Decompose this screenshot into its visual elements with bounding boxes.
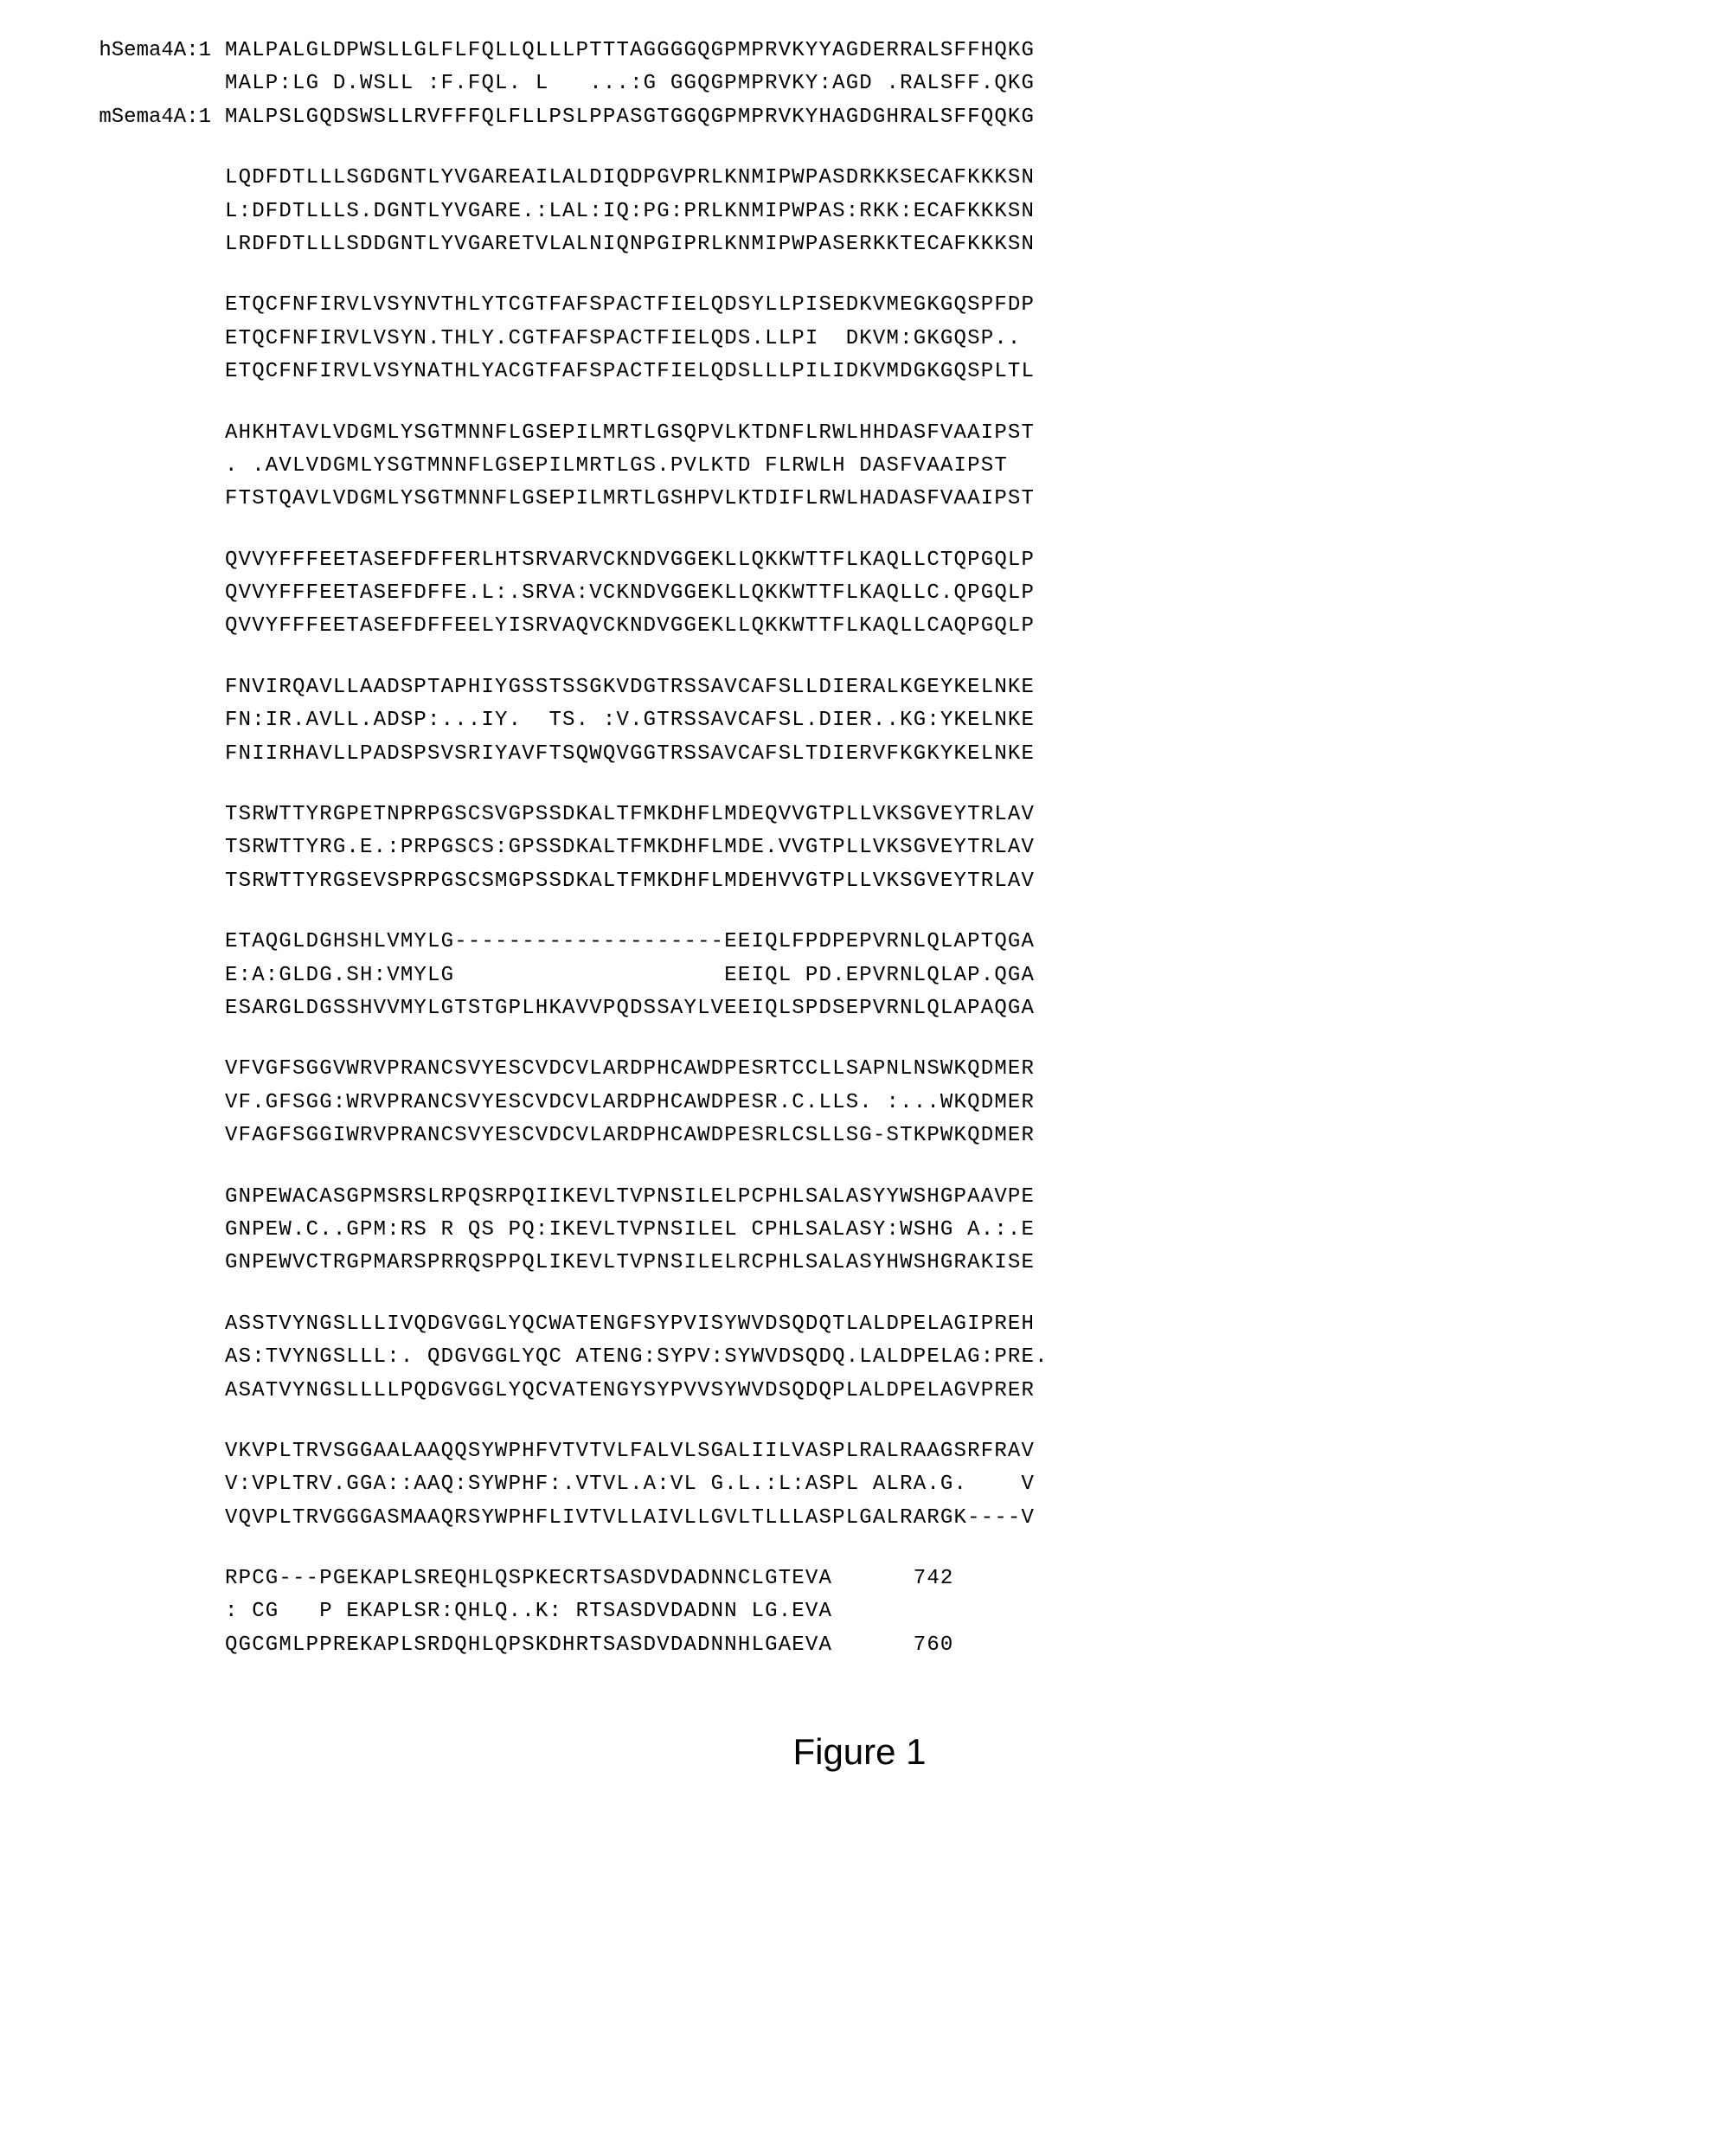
alignment-blocks-container: hSema4A:1MALPALGLDPWSLLGLFLFQLLQLLLPTTTA… <box>52 35 1667 1662</box>
sequence-content: GNPEWACASGPMSRSLRPQSRPQIIKEVLTVPNSILELPC… <box>225 1181 1035 1214</box>
sequence-block: AHKHTAVLVDGMLYSGTMNNFLGSEPILMRTLGSQPVLKT… <box>52 417 1667 517</box>
sequence-content: . .AVLVDGMLYSGTMNNFLGSEPILMRTLGS.PVLKTD … <box>225 450 1008 483</box>
sequence-row: VFAGFSGGIWRVPRANCSVYESCVDCVLARDPHCAWDPES… <box>52 1120 1667 1152</box>
sequence-row: : CG P EKAPLSR:QHLQ..K: RTSASDVDADNN LG.… <box>52 1595 1667 1628</box>
sequence-content: FTSTQAVLVDGMLYSGTMNNFLGSEPILMRTLGSHPVLKT… <box>225 483 1035 516</box>
sequence-row: . .AVLVDGMLYSGTMNNFLGSEPILMRTLGS.PVLKTD … <box>52 450 1667 483</box>
sequence-block: VFVGFSGGVWRVPRANCSVYESCVDCVLARDPHCAWDPES… <box>52 1053 1667 1152</box>
sequence-alignment-figure: hSema4A:1MALPALGLDPWSLLGLFLFQLLQLLLPTTTA… <box>52 35 1667 1773</box>
sequence-content: QVVYFFFEETASEFDFFEELYISRVAQVCKNDVGGEKLLQ… <box>225 610 1035 643</box>
sequence-content: GNPEWVCTRGPMARSPRRQSPPQLIKEVLTVPNSILELRC… <box>225 1247 1035 1280</box>
sequence-content: QGCGMLPPREKAPLSRDQHLQPSKDHRTSASDVDADNNHL… <box>225 1629 954 1662</box>
sequence-content: VQVPLTRVGGGASMAAQRSYWPHFLIVTVLLAIVLLGVLT… <box>225 1502 1035 1535</box>
sequence-block: VKVPLTRVSGGAALAAQQSYWPHFVTVTVLFALVLSGALI… <box>52 1435 1667 1535</box>
sequence-row: V:VPLTRV.GGA::AAQ:SYWPHF:.VTVL.A:VL G.L.… <box>52 1468 1667 1501</box>
sequence-content: TSRWTTYRGSEVSPRPGSCSMGPSSDKALTFMKDHFLMDE… <box>225 865 1035 898</box>
sequence-row: RPCG---PGEKAPLSREQHLQSPKECRTSASDVDADNNCL… <box>52 1562 1667 1595</box>
sequence-row: QVVYFFFEETASEFDFFE.L:.SRVA:VCKNDVGGEKLLQ… <box>52 577 1667 610</box>
sequence-row: mSema4A:1MALPSLGQDSWSLLRVFFFQLFLLPSLPPAS… <box>52 101 1667 134</box>
sequence-row: ASATVYNGSLLLLPQDGVGGLYQCVATENGYSYPVVSYWV… <box>52 1375 1667 1408</box>
sequence-row: ESARGLDGSSHVVMYLGTSTGPLHKAVVPQDSSAYLVEEI… <box>52 992 1667 1025</box>
sequence-content: MALPALGLDPWSLLGLFLFQLLQLLLPTTTAGGGGQGPMP… <box>225 35 1035 67</box>
sequence-row: TSRWTTYRG.E.:PRPGSCS:GPSSDKALTFMKDHFLMDE… <box>52 831 1667 864</box>
sequence-row: GNPEWVCTRGPMARSPRRQSPPQLIKEVLTVPNSILELRC… <box>52 1247 1667 1280</box>
sequence-content: LRDFDTLLLSDDGNTLYVGARETVLALNIQNPGIPRLKNM… <box>225 228 1035 261</box>
sequence-row: ASSTVYNGSLLLIVQDGVGGLYQCWATENGFSYPVISYWV… <box>52 1308 1667 1341</box>
sequence-row: MALP:LG D.WSLL :F.FQL. L ...:G GGQGPMPRV… <box>52 67 1667 100</box>
sequence-content: LQDFDTLLLSGDGNTLYVGAREAILALDIQDPGVPRLKNM… <box>225 162 1035 195</box>
sequence-row: L:DFDTLLLS.DGNTLYVGARE.:LAL:IQ:PG:PRLKNM… <box>52 196 1667 228</box>
sequence-row: FTSTQAVLVDGMLYSGTMNNFLGSEPILMRTLGSHPVLKT… <box>52 483 1667 516</box>
sequence-row: TSRWTTYRGSEVSPRPGSCSMGPSSDKALTFMKDHFLMDE… <box>52 865 1667 898</box>
sequence-content: VFAGFSGGIWRVPRANCSVYESCVDCVLARDPHCAWDPES… <box>225 1120 1035 1152</box>
sequence-block: ETQCFNFIRVLVSYNVTHLYTCGTFAFSPACTFIELQDSY… <box>52 289 1667 388</box>
sequence-content: V:VPLTRV.GGA::AAQ:SYWPHF:.VTVL.A:VL G.L.… <box>225 1468 1035 1501</box>
sequence-row: QVVYFFFEETASEFDFFEELYISRVAQVCKNDVGGEKLLQ… <box>52 610 1667 643</box>
sequence-label: mSema4A:1 <box>52 101 225 134</box>
sequence-content: AS:TVYNGSLLL:. QDGVGGLYQC ATENG:SYPV:SYW… <box>225 1341 1049 1374</box>
sequence-content: TSRWTTYRG.E.:PRPGSCS:GPSSDKALTFMKDHFLMDE… <box>225 831 1035 864</box>
sequence-label: hSema4A:1 <box>52 35 225 67</box>
sequence-row: QVVYFFFEETASEFDFFERLHTSRVARVCKNDVGGEKLLQ… <box>52 544 1667 577</box>
sequence-block: TSRWTTYRGPETNPRPGSCSVGPSSDKALTFMKDHFLMDE… <box>52 799 1667 898</box>
sequence-content: GNPEW.C..GPM:RS R QS PQ:IKEVLTVPNSILEL C… <box>225 1214 1035 1247</box>
sequence-content: ETAQGLDGHSHLVMYLG--------------------EEI… <box>225 926 1035 959</box>
sequence-block: ASSTVYNGSLLLIVQDGVGGLYQCWATENGFSYPVISYWV… <box>52 1308 1667 1408</box>
sequence-row: FN:IR.AVLL.ADSP:...IY. TS. :V.GTRSSAVCAF… <box>52 704 1667 737</box>
sequence-content: E:A:GLDG.SH:VMYLG EEIQL PD.EPVRNLQLAP.QG… <box>225 959 1035 992</box>
sequence-block: LQDFDTLLLSGDGNTLYVGAREAILALDIQDPGVPRLKNM… <box>52 162 1667 261</box>
sequence-content: QVVYFFFEETASEFDFFE.L:.SRVA:VCKNDVGGEKLLQ… <box>225 577 1035 610</box>
sequence-content: ASATVYNGSLLLLPQDGVGGLYQCVATENGYSYPVVSYWV… <box>225 1375 1035 1408</box>
sequence-row: QGCGMLPPREKAPLSRDQHLQPSKDHRTSASDVDADNNHL… <box>52 1629 1667 1662</box>
sequence-content: AHKHTAVLVDGMLYSGTMNNFLGSEPILMRTLGSQPVLKT… <box>225 417 1035 450</box>
sequence-row: hSema4A:1MALPALGLDPWSLLGLFLFQLLQLLLPTTTA… <box>52 35 1667 67</box>
sequence-content: ETQCFNFIRVLVSYNVTHLYTCGTFAFSPACTFIELQDSY… <box>225 289 1035 322</box>
sequence-block: GNPEWACASGPMSRSLRPQSRPQIIKEVLTVPNSILELPC… <box>52 1181 1667 1280</box>
sequence-block: ETAQGLDGHSHLVMYLG--------------------EEI… <box>52 926 1667 1025</box>
sequence-block: FNVIRQAVLLAADSPTAPHIYGSSTSSGKVDGTRSSAVCA… <box>52 671 1667 771</box>
sequence-content: FNIIRHAVLLPADSPSVSRIYAVFTSQWQVGGTRSSAVCA… <box>225 738 1035 771</box>
sequence-content: FN:IR.AVLL.ADSP:...IY. TS. :V.GTRSSAVCAF… <box>225 704 1035 737</box>
sequence-row: ETQCFNFIRVLVSYNATHLYACGTFAFSPACTFIELQDSL… <box>52 356 1667 388</box>
sequence-row: GNPEW.C..GPM:RS R QS PQ:IKEVLTVPNSILEL C… <box>52 1214 1667 1247</box>
sequence-row: FNVIRQAVLLAADSPTAPHIYGSSTSSGKVDGTRSSAVCA… <box>52 671 1667 704</box>
sequence-row: LQDFDTLLLSGDGNTLYVGAREAILALDIQDPGVPRLKNM… <box>52 162 1667 195</box>
sequence-content: RPCG---PGEKAPLSREQHLQSPKECRTSASDVDADNNCL… <box>225 1562 954 1595</box>
sequence-row: VFVGFSGGVWRVPRANCSVYESCVDCVLARDPHCAWDPES… <box>52 1053 1667 1086</box>
sequence-row: TSRWTTYRGPETNPRPGSCSVGPSSDKALTFMKDHFLMDE… <box>52 799 1667 831</box>
sequence-content: TSRWTTYRGPETNPRPGSCSVGPSSDKALTFMKDHFLMDE… <box>225 799 1035 831</box>
sequence-content: ETQCFNFIRVLVSYNATHLYACGTFAFSPACTFIELQDSL… <box>225 356 1035 388</box>
sequence-content: QVVYFFFEETASEFDFFERLHTSRVARVCKNDVGGEKLLQ… <box>225 544 1035 577</box>
sequence-row: VQVPLTRVGGGASMAAQRSYWPHFLIVTVLLAIVLLGVLT… <box>52 1502 1667 1535</box>
sequence-content: ASSTVYNGSLLLIVQDGVGGLYQCWATENGFSYPVISYWV… <box>225 1308 1035 1341</box>
sequence-content: : CG P EKAPLSR:QHLQ..K: RTSASDVDADNN LG.… <box>225 1595 832 1628</box>
sequence-row: AHKHTAVLVDGMLYSGTMNNFLGSEPILMRTLGSQPVLKT… <box>52 417 1667 450</box>
sequence-block: hSema4A:1MALPALGLDPWSLLGLFLFQLLQLLLPTTTA… <box>52 35 1667 134</box>
sequence-content: L:DFDTLLLS.DGNTLYVGARE.:LAL:IQ:PG:PRLKNM… <box>225 196 1035 228</box>
sequence-content: ETQCFNFIRVLVSYN.THLY.CGTFAFSPACTFIELQDS.… <box>225 323 1022 356</box>
sequence-row: AS:TVYNGSLLL:. QDGVGGLYQC ATENG:SYPV:SYW… <box>52 1341 1667 1374</box>
sequence-content: MALPSLGQDSWSLLRVFFFQLFLLPSLPPASGTGGQGPMP… <box>225 101 1035 134</box>
sequence-row: ETQCFNFIRVLVSYNVTHLYTCGTFAFSPACTFIELQDSY… <box>52 289 1667 322</box>
sequence-content: VF.GFSGG:WRVPRANCSVYESCVDCVLARDPHCAWDPES… <box>225 1087 1035 1120</box>
sequence-row: VKVPLTRVSGGAALAAQQSYWPHFVTVTVLFALVLSGALI… <box>52 1435 1667 1468</box>
sequence-content: ESARGLDGSSHVVMYLGTSTGPLHKAVVPQDSSAYLVEEI… <box>225 992 1035 1025</box>
sequence-content: FNVIRQAVLLAADSPTAPHIYGSSTSSGKVDGTRSSAVCA… <box>225 671 1035 704</box>
sequence-row: FNIIRHAVLLPADSPSVSRIYAVFTSQWQVGGTRSSAVCA… <box>52 738 1667 771</box>
sequence-content: VFVGFSGGVWRVPRANCSVYESCVDCVLARDPHCAWDPES… <box>225 1053 1035 1086</box>
sequence-row: VF.GFSGG:WRVPRANCSVYESCVDCVLARDPHCAWDPES… <box>52 1087 1667 1120</box>
sequence-row: ETQCFNFIRVLVSYN.THLY.CGTFAFSPACTFIELQDS.… <box>52 323 1667 356</box>
sequence-block: QVVYFFFEETASEFDFFERLHTSRVARVCKNDVGGEKLLQ… <box>52 544 1667 644</box>
sequence-row: E:A:GLDG.SH:VMYLG EEIQL PD.EPVRNLQLAP.QG… <box>52 959 1667 992</box>
sequence-content: VKVPLTRVSGGAALAAQQSYWPHFVTVTVLFALVLSGALI… <box>225 1435 1035 1468</box>
figure-caption: Figure 1 <box>52 1731 1667 1773</box>
sequence-content: MALP:LG D.WSLL :F.FQL. L ...:G GGQGPMPRV… <box>225 67 1035 100</box>
sequence-row: GNPEWACASGPMSRSLRPQSRPQIIKEVLTVPNSILELPC… <box>52 1181 1667 1214</box>
sequence-block: RPCG---PGEKAPLSREQHLQSPKECRTSASDVDADNNCL… <box>52 1562 1667 1662</box>
sequence-row: ETAQGLDGHSHLVMYLG--------------------EEI… <box>52 926 1667 959</box>
sequence-row: LRDFDTLLLSDDGNTLYVGARETVLALNIQNPGIPRLKNM… <box>52 228 1667 261</box>
